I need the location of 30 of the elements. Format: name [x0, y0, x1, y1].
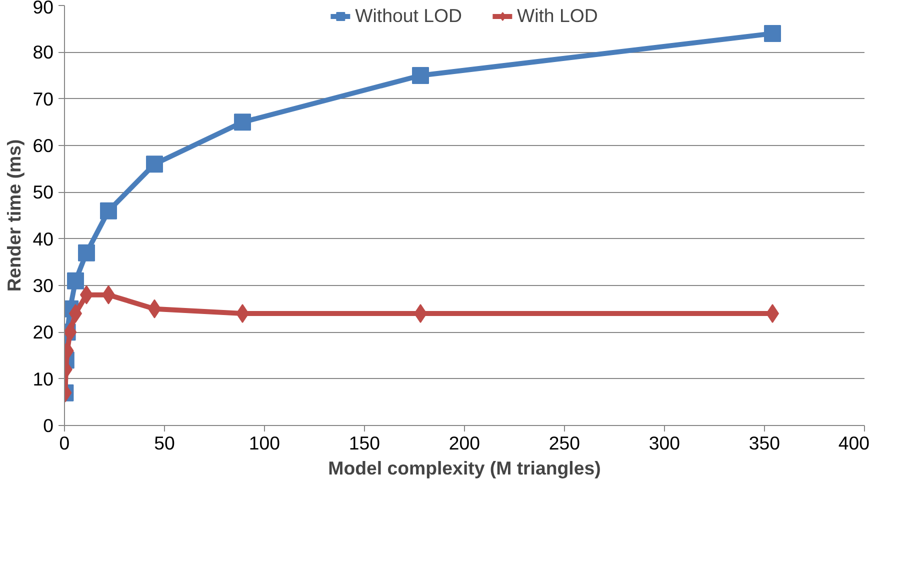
point: [764, 25, 781, 42]
y-tick-label: 70: [32, 88, 54, 110]
x-tick-label: 200: [448, 432, 480, 454]
x-tick-label: 250: [548, 432, 580, 454]
y-tick-label: 0: [43, 415, 54, 436]
x-tick-label: 50: [154, 432, 175, 454]
y-tick-label: 50: [32, 182, 54, 203]
y-tick-label: 30: [32, 275, 54, 296]
x-axis-title: Model complexity (M triangles): [328, 458, 601, 478]
x-tick-label: 300: [648, 432, 680, 454]
y-tick-label: 60: [32, 135, 54, 156]
x-tick-label: 100: [248, 432, 280, 454]
y-tick-label: 80: [32, 42, 54, 63]
point: [67, 272, 84, 290]
y-tick-label: 10: [32, 368, 54, 390]
x-tick-label: 0: [59, 432, 70, 454]
x-tick-label: 150: [348, 432, 380, 454]
legend-label: Without LOD: [355, 5, 462, 27]
x-tick-label: 350: [748, 432, 780, 454]
point: [78, 244, 95, 262]
x-tick-label: 400: [838, 432, 870, 454]
point: [234, 114, 251, 131]
y-tick-label: 90: [32, 0, 54, 18]
point: [412, 67, 429, 84]
legend-label: With LOD: [516, 5, 598, 27]
point: [100, 202, 117, 220]
point: [146, 156, 163, 173]
y-tick-label: 40: [32, 228, 54, 250]
y-tick-label: 20: [32, 322, 54, 343]
y-axis-title: Render time (ms): [4, 139, 25, 292]
